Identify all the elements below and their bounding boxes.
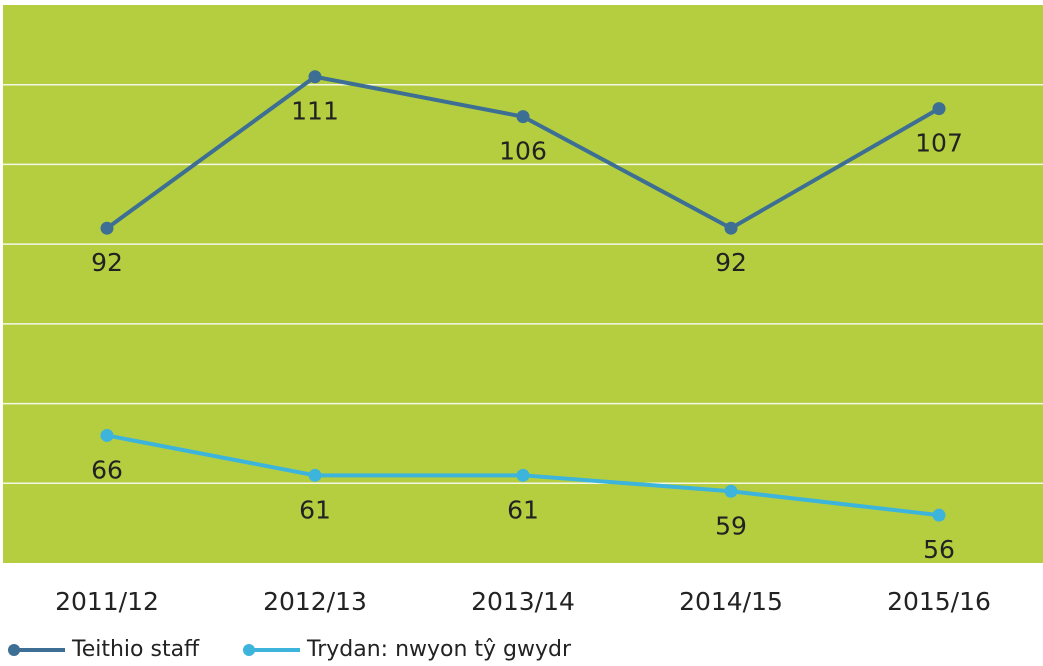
data-point — [516, 468, 530, 482]
data-label: 61 — [507, 495, 539, 524]
legend-label: Trydan: nwyon tŷ gwydr — [306, 637, 572, 662]
data-label: 56 — [923, 535, 955, 564]
legend-marker — [8, 644, 20, 656]
x-tick-label: 2014/15 — [679, 587, 783, 616]
x-tick-label: 2013/14 — [471, 587, 575, 616]
x-tick-label: 2011/12 — [55, 587, 159, 616]
data-point — [932, 102, 946, 116]
data-label: 92 — [91, 248, 123, 277]
data-point — [724, 221, 738, 235]
data-label: 92 — [715, 248, 747, 277]
x-tick-label: 2012/13 — [263, 587, 367, 616]
data-point — [724, 484, 738, 498]
data-label: 106 — [499, 137, 547, 166]
x-tick-label: 2015/16 — [887, 587, 991, 616]
legend-label: Teithio staff — [71, 637, 200, 662]
legend-marker — [243, 644, 255, 656]
data-label: 66 — [91, 455, 123, 484]
data-label: 107 — [915, 129, 963, 158]
data-label: 59 — [715, 511, 747, 540]
data-point — [100, 221, 114, 235]
data-point — [932, 508, 946, 522]
data-point — [308, 468, 322, 482]
data-point — [100, 428, 114, 442]
data-point — [516, 110, 530, 124]
data-point — [308, 70, 322, 84]
data-label: 111 — [291, 97, 339, 126]
data-label: 61 — [299, 495, 331, 524]
